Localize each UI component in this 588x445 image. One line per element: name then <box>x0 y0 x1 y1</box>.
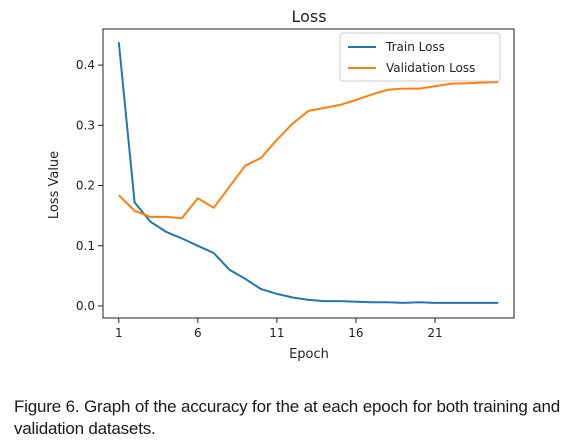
x-tick-label: 21 <box>427 326 442 340</box>
loss-chart: Loss 1 6 11 16 210.00.10.20.30.4 Epoch Loss … <box>47 7 515 362</box>
figure-caption: Figure 6. Graph of the accuracy for the … <box>14 396 560 440</box>
y-tick-label: 0.2 <box>76 179 95 193</box>
y-tick-label: 0.4 <box>76 58 95 72</box>
legend: Train Loss Validation Loss <box>339 32 501 82</box>
x-tick-label: 11 <box>269 326 284 340</box>
x-tick-label: 16 <box>348 326 363 340</box>
x-tick-label: 6 <box>194 326 202 340</box>
legend-entry: Validation Loss <box>386 61 475 75</box>
y-tick-label: 0.3 <box>76 118 95 132</box>
x-tick-label: 1 <box>115 326 123 340</box>
plot-area: 1 6 11 16 210.00.10.20.30.4 <box>76 28 515 340</box>
plot-frame <box>102 28 515 319</box>
figure-label: Figure 6. <box>14 397 80 416</box>
caption-text: Graph of the accuracy for the at each ep… <box>14 397 560 438</box>
chart-title: Loss <box>291 7 326 26</box>
train-loss-line <box>117 42 499 304</box>
legend-entry: Train Loss <box>385 40 445 54</box>
legend-box <box>339 32 501 82</box>
validation-loss-line <box>118 81 499 220</box>
y-tick-label: 0.1 <box>76 239 95 253</box>
y-axis-label: Loss Value <box>47 151 62 219</box>
x-axis-label: Epoch <box>289 347 329 362</box>
y-tick-label: 0.0 <box>76 299 95 313</box>
